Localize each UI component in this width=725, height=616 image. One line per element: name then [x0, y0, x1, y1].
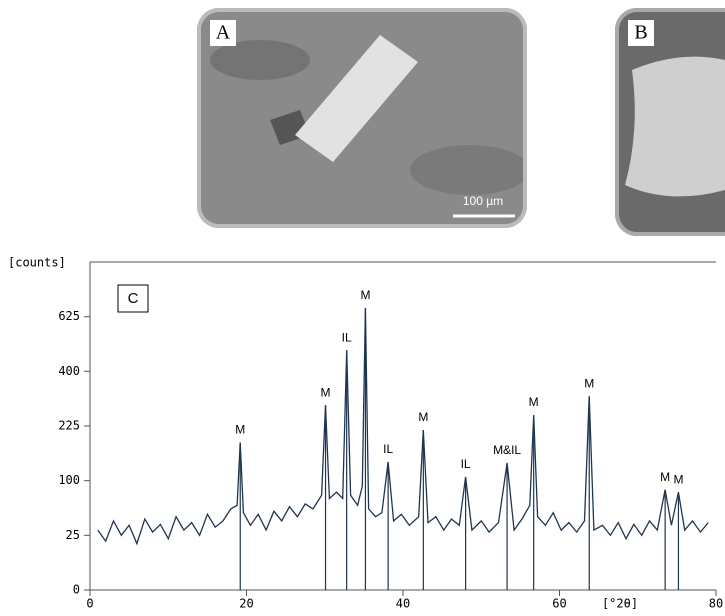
peak-label: IL: [383, 442, 393, 456]
y-axis-label: [counts]: [8, 256, 66, 270]
scale-bar-label: 100 µm: [463, 194, 503, 208]
panel-label: A: [216, 22, 231, 44]
peak-label: IL: [342, 330, 352, 344]
x-tick-label: 60: [552, 597, 566, 611]
x-tick-label: 0: [86, 597, 93, 611]
peak-label: M: [660, 470, 670, 484]
x-axis-label: [°2θ]: [602, 597, 638, 611]
peak-label: M: [584, 376, 594, 390]
y-tick-label: 25: [66, 528, 80, 542]
x-tick-label: 80: [709, 597, 723, 611]
panel-label: B: [634, 22, 647, 44]
panel-label: C: [128, 290, 139, 307]
y-tick-label: 400: [58, 364, 80, 378]
peak-label: M: [235, 423, 245, 437]
y-tick-label: 225: [58, 419, 80, 433]
y-tick-label: 0: [73, 583, 80, 597]
peak-label: IL: [461, 457, 471, 471]
peak-label: M: [360, 288, 370, 302]
peak-label: M: [529, 395, 539, 409]
figure: A 100 µm B [counts] [°2θ] C 025100225400…: [0, 0, 725, 616]
x-tick-label: 40: [396, 597, 410, 611]
peak-label: M: [418, 410, 428, 424]
peak-label: M&IL: [493, 443, 521, 457]
peak-label: M: [673, 472, 683, 486]
peak-label: M: [321, 385, 331, 399]
x-tick-label: 20: [239, 597, 253, 611]
page: A 100 µm B [counts] [°2θ] C 025100225400…: [0, 0, 725, 616]
line: [98, 308, 708, 543]
y-tick-label: 625: [58, 309, 80, 323]
y-tick-label: 100: [58, 473, 80, 487]
